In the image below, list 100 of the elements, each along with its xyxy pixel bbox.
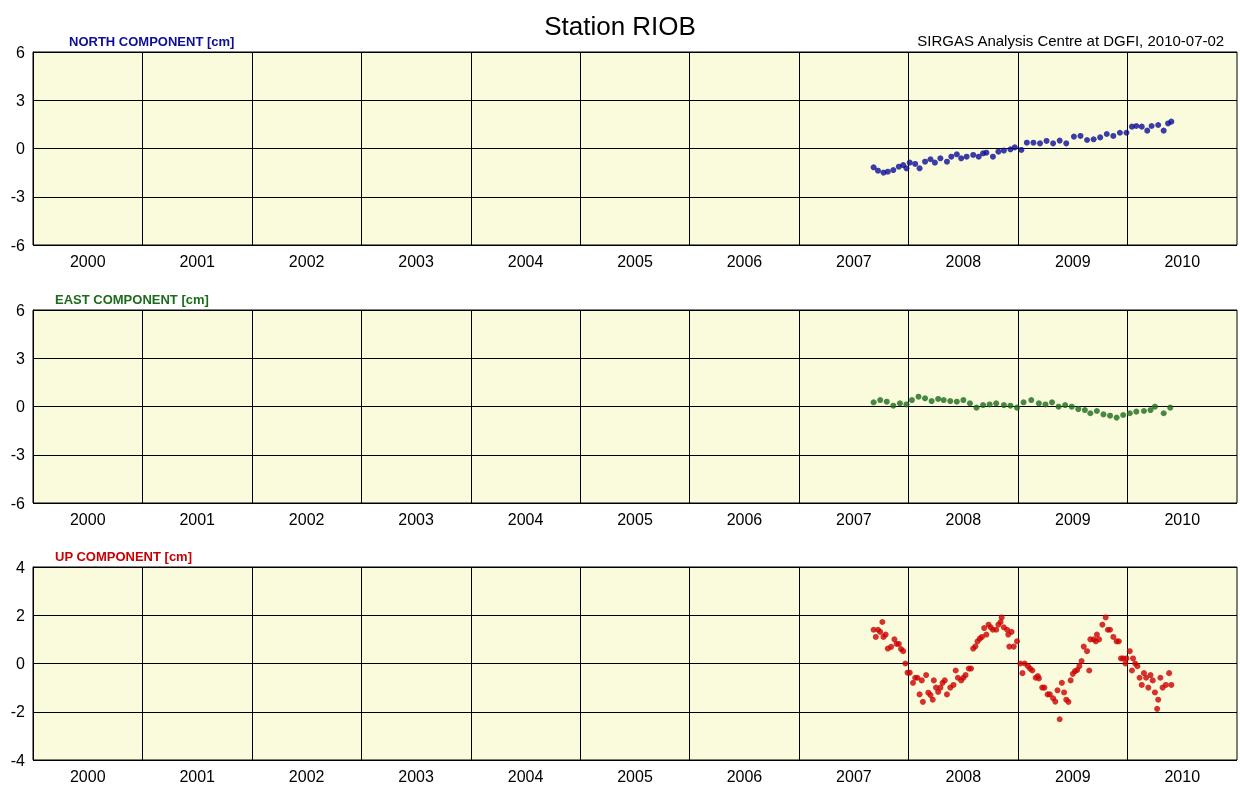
x-tick-label: 2005 (617, 767, 653, 785)
point (1070, 133, 1077, 140)
point (995, 148, 1002, 155)
point (890, 167, 897, 174)
x-tick-label: 2007 (836, 510, 872, 528)
point (1097, 134, 1104, 141)
y-tick-label: -2 (10, 703, 26, 721)
point (948, 153, 955, 160)
x-tick-label: 2007 (836, 767, 872, 785)
x-tick-label: 2004 (507, 767, 544, 785)
x-tick-label: 2006 (726, 767, 763, 785)
point (1049, 399, 1056, 406)
point (1147, 407, 1154, 414)
x-tick-label: 2002 (288, 252, 325, 270)
y-tick-label: -6 (10, 236, 26, 254)
y-tick-label: 2 (16, 606, 26, 624)
point (896, 400, 903, 407)
point (1090, 136, 1097, 143)
y-axis-title: EAST COMPONENT [cm] (55, 292, 209, 307)
x-tick-label: 2006 (726, 510, 763, 528)
y-axis-title: UP COMPONENT [cm] (55, 549, 192, 564)
x-tick-label: 2009 (1055, 510, 1091, 528)
point (1056, 137, 1063, 144)
point (1116, 129, 1123, 136)
point (1081, 407, 1088, 414)
point (1007, 402, 1014, 409)
y-axis-title: NORTH COMPONENT [cm] (69, 34, 235, 49)
point (1140, 408, 1147, 414)
point (1023, 139, 1030, 146)
point (1084, 136, 1091, 143)
point (884, 168, 891, 175)
x-tick-label: 2000 (69, 767, 106, 785)
x-tick-label: 2005 (617, 510, 653, 528)
point (1113, 414, 1120, 421)
point (1133, 122, 1140, 129)
point (1055, 403, 1062, 410)
point (1036, 140, 1043, 147)
point (1062, 402, 1069, 409)
point (1035, 400, 1042, 407)
y-tick-label: -3 (10, 446, 26, 464)
point (937, 155, 944, 162)
point (1160, 127, 1167, 134)
point (1103, 131, 1110, 138)
point (1167, 404, 1174, 411)
point (1000, 147, 1007, 154)
x-tick-label: 2005 (617, 252, 653, 270)
point (1138, 123, 1145, 130)
x-tick-label: 2002 (288, 767, 325, 785)
x-tick-label: 2009 (1055, 767, 1091, 785)
x-tick-label: 2004 (507, 252, 544, 270)
x-tick-label: 2004 (507, 510, 544, 528)
point (883, 398, 890, 405)
y-tick-label: -6 (10, 494, 26, 512)
y-tick-label: 4 (16, 558, 26, 576)
point (877, 397, 884, 404)
point (986, 401, 993, 408)
y-tick-label: 6 (16, 43, 26, 61)
point (1144, 127, 1151, 134)
point (953, 151, 960, 158)
y-tick-label: 0 (16, 655, 26, 672)
y-tick-label: 3 (16, 349, 26, 367)
point (922, 158, 929, 165)
point (903, 401, 910, 408)
point (922, 395, 929, 402)
point (890, 402, 897, 409)
point (935, 395, 942, 402)
point (993, 400, 1000, 407)
point (928, 398, 935, 405)
point (1030, 139, 1037, 146)
point (1063, 140, 1070, 147)
y-tick-label: 3 (16, 91, 26, 109)
x-tick-label: 2000 (69, 510, 106, 528)
point (906, 159, 913, 166)
x-tick-label: 2007 (836, 252, 872, 270)
x-tick-label: 2008 (945, 252, 982, 270)
x-tick-label: 2001 (179, 510, 216, 528)
x-tick-label: 2001 (179, 252, 216, 270)
x-tick-label: 2008 (945, 767, 982, 785)
point (900, 162, 907, 169)
chart-title: Station RIOB (544, 11, 696, 41)
point (1028, 397, 1035, 404)
point (966, 400, 973, 407)
point (870, 164, 877, 171)
point (903, 165, 910, 172)
point (1151, 403, 1158, 410)
point (1018, 146, 1025, 153)
x-tick-label: 2002 (288, 510, 325, 528)
point (927, 156, 934, 163)
point (1077, 132, 1084, 139)
point (1093, 408, 1100, 414)
x-tick-label: 2008 (945, 510, 982, 528)
point (1110, 132, 1117, 139)
point (1050, 140, 1057, 147)
y-tick-label: -3 (10, 188, 26, 206)
text: SIRGAS Analysis Centre at DGFI, 2010-07-02 (917, 32, 1225, 49)
point (1075, 406, 1082, 413)
x-tick-label: 2010 (1164, 510, 1201, 528)
x-tick-label: 2010 (1164, 767, 1201, 785)
point (940, 397, 947, 404)
point (1043, 137, 1050, 144)
